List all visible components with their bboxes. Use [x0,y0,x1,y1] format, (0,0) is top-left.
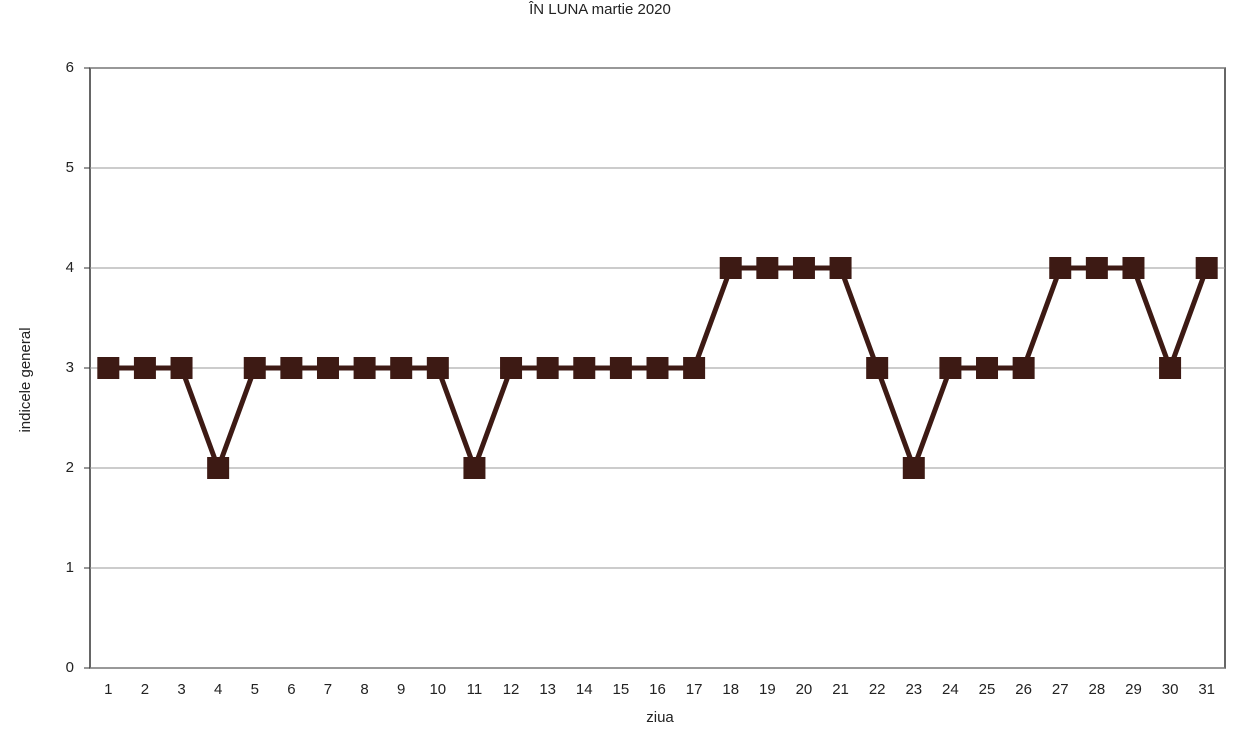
y-axis-label: indicele general [17,327,34,432]
data-point [316,357,339,379]
x-tick-label: 13 [539,681,556,698]
x-tick-label: 14 [576,681,593,698]
x-tick-label: 8 [360,681,368,698]
x-tick-label: 5 [251,681,259,698]
x-tick-label: 4 [214,681,222,698]
data-point [683,357,706,379]
x-tick-label: 21 [832,681,849,698]
data-point [902,457,925,479]
x-tick-label: 3 [177,681,185,698]
data-point [536,357,559,379]
y-tick-label: 2 [66,459,74,476]
data-point [719,257,742,279]
y-tick-label: 5 [66,159,74,176]
data-point [1012,357,1035,379]
y-tick-label: 4 [66,259,74,276]
data-point [500,357,523,379]
data-point [1159,357,1182,379]
x-tick-label: 11 [467,681,483,698]
x-tick-label: 2 [141,681,149,698]
data-point [756,257,779,279]
data-point [463,457,486,479]
x-tick-label: 1 [104,681,112,698]
x-tick-label: 19 [759,681,776,698]
data-point [390,357,413,379]
x-tick-label: 24 [942,681,959,698]
x-tick-label: 20 [796,681,813,698]
data-point [1049,257,1072,279]
x-tick-label: 18 [722,681,739,698]
data-point [1122,257,1145,279]
x-tick-label: 10 [429,681,446,698]
x-tick-label: 12 [503,681,520,698]
x-tick-label: 23 [905,681,922,698]
x-tick-label: 9 [397,681,405,698]
x-tick-label: 29 [1125,681,1142,698]
y-tick-label: 1 [66,559,74,576]
data-point [573,357,596,379]
data-point [280,357,303,379]
data-point [97,357,120,379]
x-tick-label: 16 [649,681,666,698]
y-tick-label: 0 [66,659,74,676]
y-tick-label: 3 [66,359,74,376]
x-tick-label: 28 [1089,681,1106,698]
data-point [133,357,156,379]
data-point [243,357,266,379]
x-tick-label: 25 [979,681,996,698]
data-point [609,357,632,379]
data-point [1195,257,1218,279]
data-point [1085,257,1108,279]
data-point [939,357,962,379]
data-point [207,457,230,479]
data-point [792,257,815,279]
x-tick-label: 17 [686,681,703,698]
data-point [170,357,193,379]
chart-title: ÎN LUNA martie 2020 [528,1,671,18]
x-tick-label: 22 [869,681,886,698]
x-tick-label: 30 [1162,681,1179,698]
x-tick-label: 15 [613,681,630,698]
y-tick-label: 6 [66,59,74,76]
data-point [426,357,449,379]
data-point [976,357,999,379]
x-tick-label: 7 [324,681,332,698]
x-tick-label: 31 [1198,681,1215,698]
data-point [353,357,376,379]
data-point [866,357,889,379]
x-tick-label: 6 [287,681,295,698]
data-point [829,257,852,279]
x-axis-label: ziua [646,709,674,726]
data-point [646,357,669,379]
x-tick-label: 27 [1052,681,1069,698]
x-tick-label: 26 [1015,681,1032,698]
